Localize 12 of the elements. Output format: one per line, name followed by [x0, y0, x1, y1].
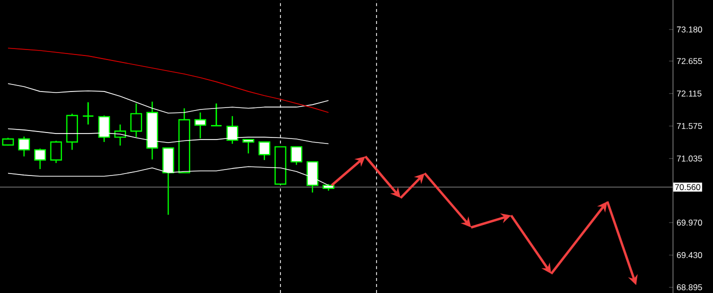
y-tick-label: 71.575 [676, 123, 702, 129]
candlestick [130, 102, 142, 138]
ref-line-label: 70.560 [675, 184, 700, 190]
y-tick-label: 72.115 [676, 90, 702, 97]
candlestick [82, 102, 94, 126]
y-tick-label: 69.970 [676, 220, 702, 226]
candlestick [210, 102, 222, 126]
y-tick-label: 73.180 [676, 26, 702, 32]
y-tick-label: 71.035 [676, 156, 702, 162]
y-tick-label: 68.895 [676, 284, 702, 290]
y-tick-label: 72.655 [676, 58, 702, 64]
y-tick-label: 69.430 [676, 252, 702, 258]
